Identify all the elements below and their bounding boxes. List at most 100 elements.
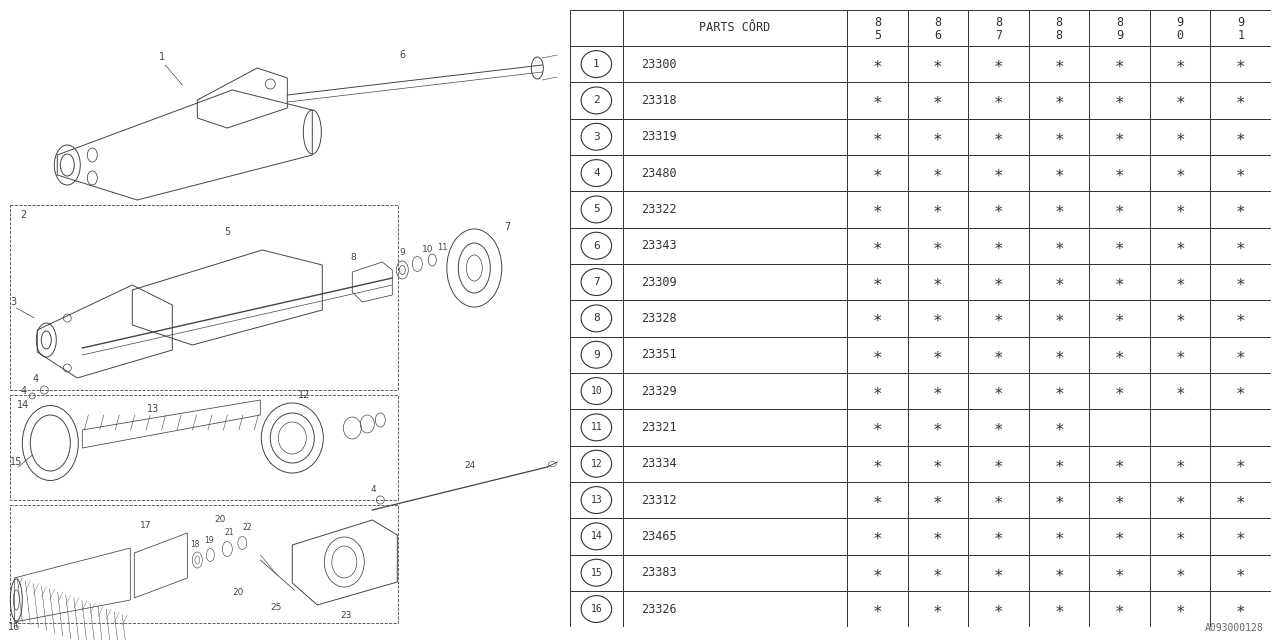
Bar bbox=[1211, 10, 1271, 46]
Bar bbox=[1029, 10, 1089, 46]
Text: ∗: ∗ bbox=[933, 56, 943, 72]
Text: 2: 2 bbox=[593, 95, 600, 106]
Text: 7: 7 bbox=[504, 222, 511, 232]
Text: 2: 2 bbox=[20, 210, 27, 220]
Bar bbox=[1029, 591, 1089, 627]
Bar bbox=[1089, 518, 1149, 554]
Text: ∗: ∗ bbox=[1175, 275, 1185, 289]
Bar bbox=[570, 482, 623, 518]
Text: ∗: ∗ bbox=[1115, 93, 1124, 108]
Bar bbox=[847, 300, 908, 337]
Bar bbox=[623, 482, 847, 518]
Bar bbox=[570, 228, 623, 264]
Text: 23309: 23309 bbox=[641, 276, 677, 289]
Text: 9: 9 bbox=[1116, 29, 1123, 42]
Bar bbox=[847, 228, 908, 264]
Bar bbox=[1149, 337, 1211, 373]
Bar bbox=[908, 83, 968, 118]
Text: ∗: ∗ bbox=[873, 202, 882, 217]
Text: ∗: ∗ bbox=[993, 56, 1004, 72]
Text: ∗: ∗ bbox=[1175, 529, 1185, 544]
Text: 1: 1 bbox=[1238, 29, 1244, 42]
Text: 23480: 23480 bbox=[641, 166, 677, 180]
Bar bbox=[968, 191, 1029, 228]
Bar bbox=[1029, 445, 1089, 482]
Text: ∗: ∗ bbox=[1236, 383, 1245, 399]
Text: ∗: ∗ bbox=[873, 56, 882, 72]
Text: ∗: ∗ bbox=[933, 202, 943, 217]
Bar bbox=[1149, 228, 1211, 264]
Text: 10: 10 bbox=[422, 245, 434, 254]
Bar bbox=[908, 191, 968, 228]
Bar bbox=[10, 395, 398, 500]
Bar bbox=[968, 409, 1029, 445]
Text: ∗: ∗ bbox=[1115, 238, 1124, 253]
Text: 0: 0 bbox=[1176, 29, 1184, 42]
Text: ∗: ∗ bbox=[1115, 129, 1124, 144]
Text: 9: 9 bbox=[1176, 16, 1184, 29]
Text: ∗: ∗ bbox=[1175, 456, 1185, 471]
Text: 11: 11 bbox=[590, 422, 602, 433]
Text: 7: 7 bbox=[995, 29, 1002, 42]
Text: 24: 24 bbox=[465, 461, 476, 470]
Bar bbox=[570, 264, 623, 300]
Bar bbox=[1211, 554, 1271, 591]
Text: ∗: ∗ bbox=[873, 129, 882, 144]
Text: 23319: 23319 bbox=[641, 131, 677, 143]
Bar bbox=[1089, 10, 1149, 46]
Bar bbox=[1029, 155, 1089, 191]
Bar bbox=[1149, 409, 1211, 445]
Text: ∗: ∗ bbox=[1236, 202, 1245, 217]
Text: 8: 8 bbox=[874, 16, 881, 29]
Text: ∗: ∗ bbox=[1236, 56, 1245, 72]
Text: ∗: ∗ bbox=[1055, 529, 1064, 544]
Bar bbox=[847, 445, 908, 482]
Text: 23351: 23351 bbox=[641, 348, 677, 361]
Text: ∗: ∗ bbox=[1055, 56, 1064, 72]
Bar bbox=[1029, 191, 1089, 228]
Text: ∗: ∗ bbox=[873, 383, 882, 399]
Text: 23321: 23321 bbox=[641, 421, 677, 434]
Text: ∗: ∗ bbox=[933, 420, 943, 435]
Text: ∗: ∗ bbox=[1175, 129, 1185, 144]
Bar bbox=[968, 46, 1029, 83]
Text: 8: 8 bbox=[593, 314, 600, 323]
Bar bbox=[1211, 337, 1271, 373]
Text: ∗: ∗ bbox=[1115, 202, 1124, 217]
Bar bbox=[968, 155, 1029, 191]
Text: ∗: ∗ bbox=[933, 93, 943, 108]
Text: ∗: ∗ bbox=[1055, 238, 1064, 253]
Bar bbox=[1149, 191, 1211, 228]
Bar bbox=[968, 591, 1029, 627]
Text: ∗: ∗ bbox=[993, 311, 1004, 326]
Text: ∗: ∗ bbox=[933, 166, 943, 180]
Text: ∗: ∗ bbox=[1055, 129, 1064, 144]
Text: 23: 23 bbox=[340, 611, 352, 620]
Text: ∗: ∗ bbox=[933, 565, 943, 580]
Text: 23465: 23465 bbox=[641, 530, 677, 543]
Text: ∗: ∗ bbox=[933, 311, 943, 326]
Bar bbox=[623, 554, 847, 591]
Text: ∗: ∗ bbox=[1175, 238, 1185, 253]
Bar bbox=[1029, 300, 1089, 337]
Text: 18: 18 bbox=[191, 540, 200, 549]
Bar bbox=[1089, 482, 1149, 518]
Bar bbox=[570, 10, 623, 46]
Bar bbox=[968, 482, 1029, 518]
Bar bbox=[1089, 118, 1149, 155]
Bar bbox=[1149, 118, 1211, 155]
Bar bbox=[968, 10, 1029, 46]
Bar bbox=[623, 10, 847, 46]
Text: ∗: ∗ bbox=[933, 238, 943, 253]
Text: ∗: ∗ bbox=[873, 311, 882, 326]
Text: 4: 4 bbox=[32, 374, 38, 384]
Text: ∗: ∗ bbox=[873, 238, 882, 253]
Bar bbox=[1211, 409, 1271, 445]
Text: ∗: ∗ bbox=[873, 166, 882, 180]
Text: PARTS CÔRD: PARTS CÔRD bbox=[699, 21, 771, 35]
Text: ∗: ∗ bbox=[1055, 602, 1064, 616]
Text: 13: 13 bbox=[147, 404, 160, 414]
Text: ∗: ∗ bbox=[1115, 348, 1124, 362]
Text: ∗: ∗ bbox=[873, 602, 882, 616]
Bar bbox=[570, 591, 623, 627]
